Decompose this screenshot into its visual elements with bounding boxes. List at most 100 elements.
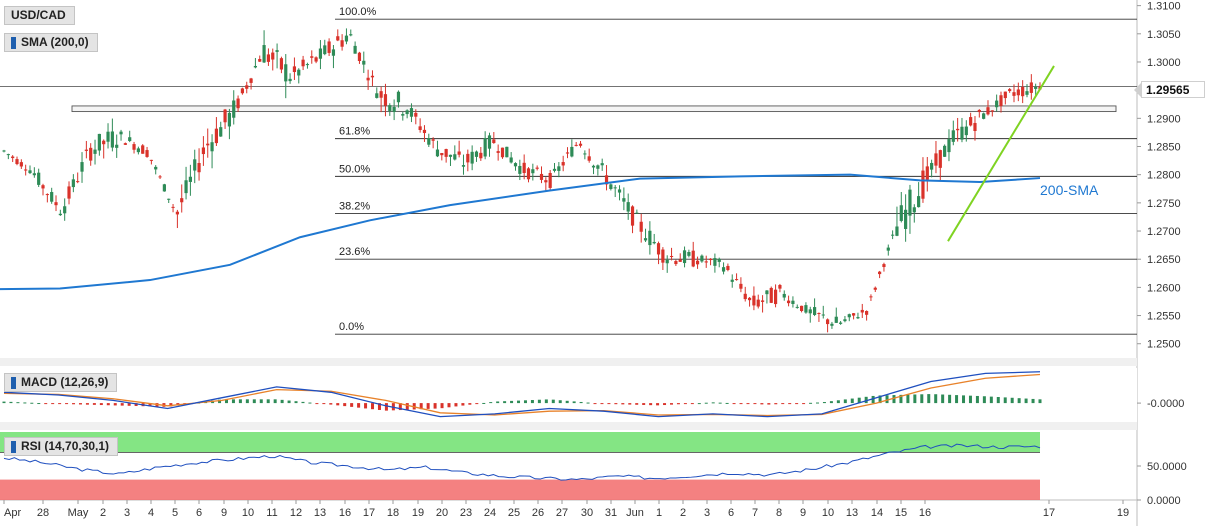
macd-histogram-bar: [231, 399, 235, 404]
candle-body: [717, 258, 721, 262]
macd-histogram-bar: [65, 403, 69, 405]
candle-body: [162, 184, 166, 192]
macd-histogram-bar: [885, 395, 889, 404]
macd-histogram-bar: [433, 403, 437, 409]
candle-body: [275, 50, 279, 52]
candle-body: [513, 163, 518, 167]
sma200-line: [0, 173, 1041, 291]
x-tick-label: 23: [460, 507, 472, 519]
candle-body: [600, 163, 604, 166]
candle-body: [444, 149, 448, 157]
candle-body: [422, 129, 427, 134]
macd-histogram-bar: [120, 403, 124, 406]
candle-body: [45, 194, 49, 196]
macd-histogram-bar: [58, 403, 62, 405]
x-tick-label: 24: [484, 507, 496, 519]
candle-body: [1021, 86, 1025, 97]
x-tick-label: 3: [704, 507, 710, 519]
rsi-color-swatch: [11, 440, 16, 453]
rsi-legend[interactable]: RSI (14,70,30,1): [4, 437, 119, 456]
candle-body: [609, 184, 613, 190]
candle-body: [821, 314, 825, 316]
candle-body: [353, 45, 357, 54]
macd-histogram-bar: [106, 403, 110, 406]
macd-legend[interactable]: MACD (12,26,9): [4, 373, 118, 392]
macd-histogram-bar: [475, 403, 479, 405]
candle-body: [721, 267, 726, 272]
x-tick-label: 1: [656, 507, 662, 519]
candle-body: [240, 88, 245, 94]
candle-body: [526, 168, 531, 180]
macd-histogram-bar: [788, 403, 792, 405]
candle-body: [158, 176, 162, 178]
candle-body: [54, 202, 58, 206]
candle-body: [136, 148, 140, 153]
candle-body: [682, 250, 687, 264]
candle-body: [245, 85, 249, 89]
x-tick-label: 16: [919, 507, 931, 519]
candle-body: [470, 151, 474, 164]
macd-histogram-bar: [975, 395, 979, 404]
macd-histogram-bar: [913, 394, 917, 404]
x-tick-label: 6: [728, 507, 734, 519]
y-tick-label: 1.2600: [1147, 282, 1181, 294]
candle-body: [2, 150, 6, 152]
candle-body: [474, 151, 479, 157]
candle-body: [773, 289, 778, 305]
candle-body: [301, 59, 305, 67]
macd-histogram-bar: [829, 401, 833, 404]
candle-body: [327, 41, 331, 53]
y-tick-label: 1.2900: [1147, 113, 1181, 125]
x-tick-label: 6: [196, 507, 202, 519]
x-tick-label: 31: [605, 507, 617, 519]
candle-body: [752, 295, 756, 306]
candle-body: [730, 279, 734, 282]
candle-body: [145, 150, 149, 157]
candle-body: [895, 226, 899, 236]
x-tick-label: 4: [148, 507, 154, 519]
candle-body: [973, 122, 977, 131]
x-tick-label: 25: [508, 507, 520, 519]
macd-histogram-bar: [503, 401, 507, 404]
x-tick-label: 7: [752, 507, 758, 519]
macd-histogram-bar: [343, 403, 347, 407]
macd-histogram-bar: [809, 402, 813, 404]
candle-body: [331, 49, 336, 56]
candle-body: [50, 192, 54, 202]
candle-body: [223, 109, 227, 123]
macd-histogram-bar: [496, 401, 500, 404]
x-tick-label: 2: [100, 507, 106, 519]
candle-body: [743, 293, 747, 300]
candle-body: [440, 152, 444, 156]
macd-histogram-bar: [579, 401, 583, 404]
candle-body: [401, 114, 405, 116]
candle-body: [812, 307, 817, 315]
candle-body: [509, 157, 513, 163]
macd-histogram-bar: [2, 401, 6, 404]
macd-histogram-bar: [224, 399, 228, 404]
candle-body: [80, 162, 84, 172]
candle-body: [804, 305, 808, 313]
macd-histogram-bar: [746, 403, 750, 405]
sma-legend[interactable]: SMA (200,0): [4, 33, 98, 52]
candle-body: [604, 175, 609, 185]
x-tick-label: 28: [37, 507, 49, 519]
y-tick-label: 1.2650: [1147, 254, 1181, 266]
instrument-label[interactable]: USD/CAD: [4, 6, 75, 25]
candle-body: [362, 60, 366, 65]
candle-body: [531, 169, 535, 174]
x-tick-label: 19: [1117, 507, 1129, 519]
candle-body: [171, 206, 175, 208]
x-tick-label: 17: [363, 507, 375, 519]
x-tick-label: 26: [532, 507, 544, 519]
macd-histogram-bar: [523, 400, 527, 404]
x-tick-label: 14: [871, 507, 883, 519]
candle-body: [938, 150, 942, 168]
candle-body: [873, 287, 877, 290]
macd-histogram-bar: [287, 400, 291, 404]
candle-body: [366, 77, 370, 81]
macd-histogram-bar: [426, 403, 430, 409]
macd-histogram-bar: [315, 403, 319, 405]
candle-body: [253, 65, 258, 68]
